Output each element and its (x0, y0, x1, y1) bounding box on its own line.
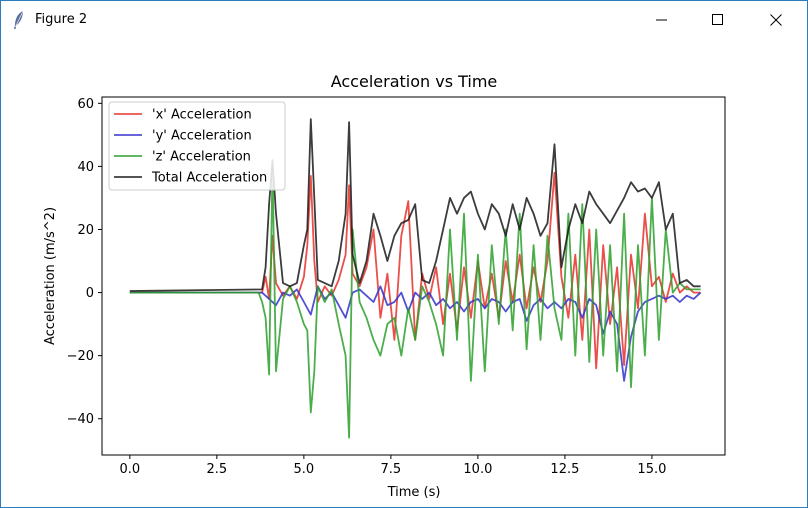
y-axis-label: Acceleration (m/s^2) (43, 207, 58, 345)
plot-frame (101, 96, 726, 456)
series-line-3 (129, 118, 701, 292)
minimize-button[interactable] (639, 1, 685, 39)
chart-title: Acceleration vs Time (331, 72, 498, 91)
maximize-icon (712, 14, 723, 25)
acceleration-chart: Acceleration vs Time 0.0 2.5 5.0 7.5 10.0 12.… (43, 72, 726, 500)
window-title: Figure 2 (35, 12, 88, 27)
y-tick-label: −40 (67, 412, 94, 427)
legend-label-1: 'y' Acceleration (152, 129, 252, 144)
x-tick-label: 7.5 (381, 462, 402, 477)
y-tick-label: 40 (77, 160, 94, 175)
y-tick-label: 0 (86, 286, 94, 301)
y-tick-label: 20 (77, 223, 94, 238)
x-tick-label: 5.0 (294, 462, 315, 477)
legend-label-2: 'z' Acceleration (152, 150, 251, 165)
minimize-icon (656, 19, 667, 21)
title-bar[interactable]: Figure 2 (1, 1, 807, 39)
y-tick-label: 60 (77, 97, 94, 112)
y-axis-ticks: −40 −20 0 20 40 60 (67, 97, 102, 427)
series-line-2 (129, 165, 701, 439)
legend-label-0: 'x' Acceleration (152, 108, 252, 123)
chart-legend: 'x' Acceleration 'y' Acceleration 'z' Acce… (108, 101, 286, 191)
x-tick-label: 2.5 (207, 462, 228, 477)
x-axis-ticks: 0.0 2.5 5.0 7.5 10.0 12.5 15.0 (119, 455, 666, 477)
legend-box (108, 101, 286, 191)
maximize-button[interactable] (695, 1, 741, 39)
series-layer (129, 118, 702, 439)
x-axis-label: Time (s) (387, 485, 441, 500)
close-icon (770, 14, 782, 26)
series-line-0 (129, 171, 701, 370)
feather-icon (14, 10, 24, 29)
close-button[interactable] (753, 1, 799, 39)
x-tick-label: 12.5 (550, 462, 579, 477)
x-tick-label: 0.0 (119, 462, 140, 477)
legend-label-3: Total Acceleration (151, 171, 267, 186)
y-tick-label: −20 (67, 349, 94, 364)
x-tick-label: 15.0 (637, 462, 666, 477)
x-tick-label: 10.0 (463, 462, 492, 477)
